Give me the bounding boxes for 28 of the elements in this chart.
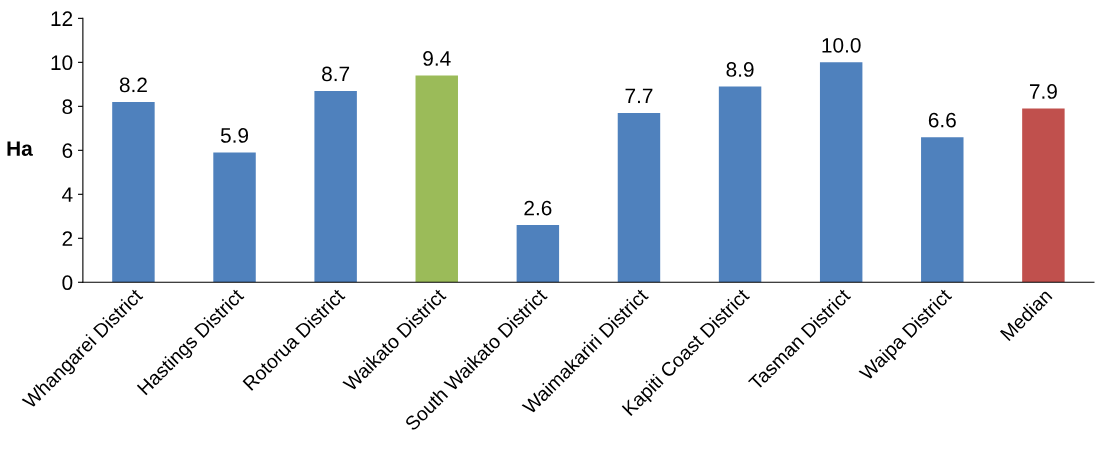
data-label: 8.7: [322, 66, 350, 82]
data-label: 2.6: [524, 200, 552, 216]
bar: [415, 75, 458, 283]
bar: [617, 112, 661, 283]
y-tick-label: 2: [62, 231, 73, 246]
y-tick-label: 8: [62, 99, 73, 115]
data-label: 9.4: [423, 51, 451, 66]
y-axis-title: Ha: [7, 141, 33, 156]
bar: [516, 225, 560, 283]
data-label: 6.6: [928, 112, 956, 128]
data-label: 8.9: [726, 62, 754, 77]
y-tick-label: 0: [62, 275, 73, 291]
y-tick-label: 6: [62, 143, 73, 159]
y-tick-label: 10: [51, 55, 73, 71]
data-label: 7.9: [1029, 84, 1057, 99]
bar: [112, 101, 155, 283]
bar: [314, 90, 357, 283]
bar: [921, 137, 964, 283]
y-tick-label: 12: [51, 11, 73, 26]
bar: [718, 86, 762, 283]
data-label: 8.2: [119, 77, 147, 93]
data-label: 5.9: [220, 128, 249, 143]
bar: [213, 152, 256, 283]
y-tick-label: 4: [62, 187, 73, 202]
data-label: 7.7: [625, 88, 653, 104]
data-label: 10.0: [822, 37, 861, 53]
bar: [1022, 108, 1065, 283]
bar: [819, 62, 863, 283]
